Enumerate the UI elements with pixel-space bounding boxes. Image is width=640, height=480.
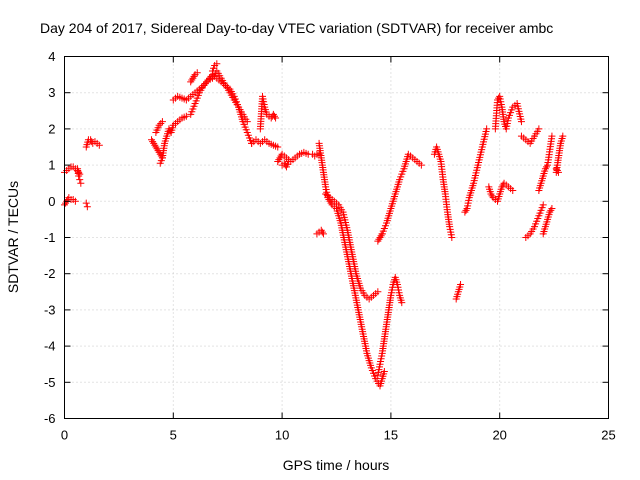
- data-point: [377, 232, 385, 240]
- data-point: [158, 118, 166, 126]
- data-point: [487, 190, 495, 198]
- data-point: [152, 143, 160, 151]
- data-point: [77, 179, 85, 187]
- data-point: [483, 125, 491, 133]
- y-tick-label: -3: [44, 302, 56, 317]
- data-point: [280, 159, 288, 167]
- y-tick-label: 0: [48, 194, 55, 209]
- x-axis-label: GPS time / hours: [283, 457, 390, 473]
- data-point: [200, 81, 208, 89]
- data-point: [151, 141, 159, 149]
- data-point: [95, 141, 103, 149]
- x-tick-label: 15: [384, 428, 398, 443]
- data-point: [462, 206, 470, 214]
- data-point: [87, 136, 95, 144]
- data-point: [417, 161, 425, 169]
- data-point: [189, 74, 197, 82]
- data-point: [83, 203, 91, 211]
- data-point: [448, 234, 456, 241]
- data-point: [275, 156, 283, 164]
- data-point: [461, 208, 469, 216]
- data-point: [272, 114, 280, 122]
- y-tick-label: -6: [44, 411, 56, 426]
- data-point: [541, 165, 549, 173]
- data-point: [190, 72, 198, 80]
- y-tick-label: -4: [44, 339, 56, 354]
- data-point: [517, 118, 525, 126]
- y-tick-label: -2: [44, 266, 56, 281]
- data-point: [559, 132, 567, 140]
- data-point: [375, 235, 383, 243]
- data-point: [498, 183, 506, 191]
- data-point: [71, 197, 79, 205]
- data-point: [376, 234, 384, 241]
- axis-ticks: 0 5 10 15 20 25 -6 -5 -4 -3 -2 -1 0 1 2 3 4: [44, 49, 616, 443]
- data-point: [276, 154, 284, 162]
- data-point: [495, 94, 503, 102]
- data-point: [150, 139, 158, 147]
- data-point: [148, 136, 156, 144]
- data-point: [285, 157, 293, 165]
- data-point: [82, 199, 90, 207]
- data-point: [153, 145, 161, 153]
- data-point: [75, 172, 83, 180]
- data-point: [380, 367, 388, 375]
- data-point: [509, 186, 517, 194]
- y-tick-label: 3: [48, 85, 55, 100]
- data-point: [155, 148, 163, 156]
- y-tick-label: -5: [44, 375, 56, 390]
- y-tick-label: 2: [48, 121, 55, 136]
- data-point: [554, 168, 562, 176]
- data-point: [535, 125, 543, 133]
- data-point: [546, 208, 554, 216]
- y-tick-label: -1: [44, 230, 56, 245]
- data-point: [182, 112, 190, 120]
- data-point: [378, 230, 386, 238]
- y-tick-label: 1: [48, 158, 55, 173]
- data-point: [62, 199, 70, 207]
- data-point: [374, 237, 382, 245]
- data-point: [553, 167, 561, 175]
- data-point: [457, 281, 465, 289]
- data-point: [317, 226, 325, 234]
- data-point: [187, 78, 195, 86]
- data-point: [155, 121, 163, 129]
- y-tick-label: 4: [48, 49, 55, 64]
- data-point: [488, 192, 496, 200]
- x-tick-label: 0: [61, 428, 68, 443]
- y-axis-label: SDTVAR / TECUs: [5, 181, 21, 293]
- x-tick-label: 25: [601, 428, 615, 443]
- data-point: [319, 230, 327, 238]
- data-point: [318, 228, 326, 236]
- data-point: [547, 206, 555, 214]
- data-point: [201, 80, 209, 88]
- data-point: [398, 299, 406, 307]
- data-point: [269, 110, 277, 118]
- data-point: [149, 138, 157, 146]
- x-tick-label: 5: [170, 428, 177, 443]
- data-point: [76, 176, 84, 184]
- data-point: [315, 150, 323, 158]
- data-point: [552, 165, 560, 173]
- data-point: [274, 157, 282, 165]
- data-point: [193, 69, 201, 77]
- data-point: [548, 132, 556, 140]
- data-point: [270, 112, 278, 120]
- x-tick-label: 10: [275, 428, 289, 443]
- data-point: [157, 119, 165, 127]
- data-point: [158, 154, 166, 162]
- data-points: [61, 60, 567, 390]
- chart-title: Day 204 of 2017, Sidereal Day-to-day VTE…: [40, 20, 553, 36]
- data-point: [203, 78, 211, 86]
- data-point: [213, 60, 221, 68]
- data-point: [539, 201, 547, 209]
- x-tick-label: 20: [492, 428, 506, 443]
- data-point: [165, 125, 173, 133]
- data-point: [542, 163, 550, 171]
- data-point: [374, 288, 382, 296]
- data-point: [188, 76, 196, 84]
- data-point: [274, 143, 282, 151]
- data-point: [548, 205, 556, 213]
